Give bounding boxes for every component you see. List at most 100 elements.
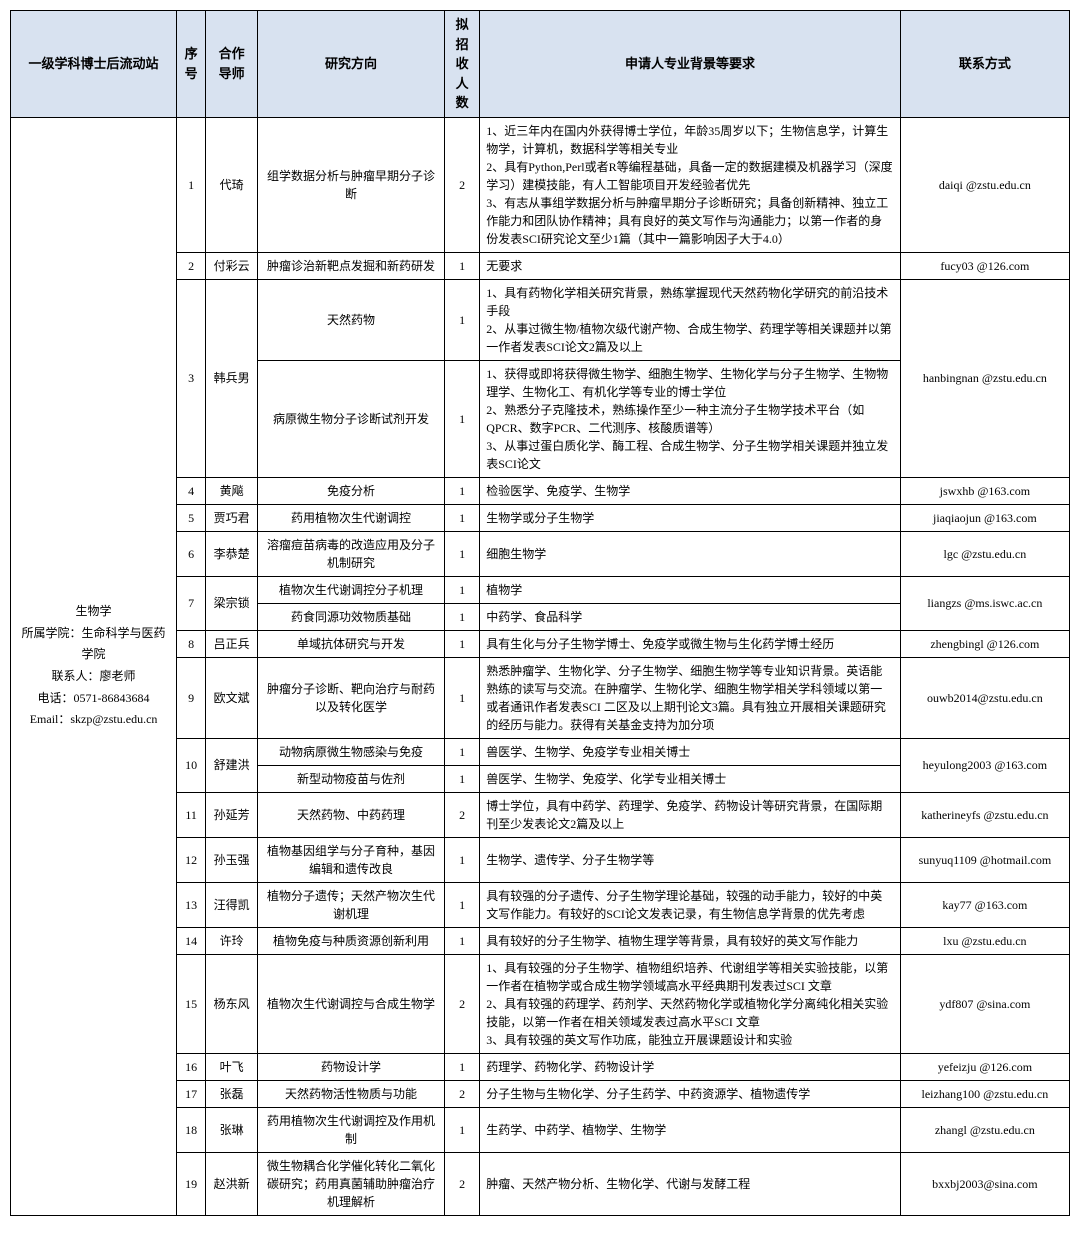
direction-cell: 免疫分析 bbox=[258, 477, 445, 504]
header-contact: 联系方式 bbox=[900, 11, 1069, 118]
station-phone: 电话：0571-86843684 bbox=[38, 691, 150, 705]
direction-cell: 肿瘤分子诊断、靶向治疗与耐药以及转化医学 bbox=[258, 657, 445, 738]
contact-cell: ydf807 @sina.com bbox=[900, 954, 1069, 1053]
req-cell: 生药学、中药学、植物学、生物学 bbox=[480, 1107, 900, 1152]
req-cell: 1、具有较强的分子生物学、植物组织培养、代谢组学等相关实验技能，以第一作者在植物… bbox=[480, 954, 900, 1053]
direction-cell: 药物设计学 bbox=[258, 1053, 445, 1080]
req-cell: 中药学、食品科学 bbox=[480, 603, 900, 630]
direction-cell: 溶瘤痘苗病毒的改造应用及分子机制研究 bbox=[258, 531, 445, 576]
contact-cell: daiqi @zstu.edu.cn bbox=[900, 117, 1069, 252]
seq-cell: 13 bbox=[177, 882, 206, 927]
count-cell: 2 bbox=[444, 792, 479, 837]
advisor-cell: 韩兵男 bbox=[206, 279, 258, 477]
count-cell: 1 bbox=[444, 576, 479, 603]
count-cell: 2 bbox=[444, 117, 479, 252]
station-dept: 所属学院：生命科学与医药学院 bbox=[22, 626, 166, 662]
seq-cell: 15 bbox=[177, 954, 206, 1053]
count-cell: 1 bbox=[444, 603, 479, 630]
req-cell: 检验医学、免疫学、生物学 bbox=[480, 477, 900, 504]
seq-cell: 4 bbox=[177, 477, 206, 504]
direction-cell: 药用植物次生代谢调控 bbox=[258, 504, 445, 531]
advisor-cell: 许玲 bbox=[206, 927, 258, 954]
count-cell: 1 bbox=[444, 882, 479, 927]
req-cell: 1、获得或即将获得微生物学、细胞生物学、生物化学与分子生物学、生物物理学、生物化… bbox=[480, 360, 900, 477]
count-cell: 1 bbox=[444, 657, 479, 738]
count-cell: 2 bbox=[444, 1152, 479, 1215]
advisor-cell: 黄飚 bbox=[206, 477, 258, 504]
direction-cell: 天然药物 bbox=[258, 279, 445, 360]
contact-cell: heyulong2003 @163.com bbox=[900, 738, 1069, 792]
header-count: 拟招收人数 bbox=[444, 11, 479, 118]
seq-cell: 10 bbox=[177, 738, 206, 792]
seq-cell: 7 bbox=[177, 576, 206, 630]
seq-cell: 16 bbox=[177, 1053, 206, 1080]
req-cell: 植物学 bbox=[480, 576, 900, 603]
req-cell: 无要求 bbox=[480, 252, 900, 279]
contact-cell: hanbingnan @zstu.edu.cn bbox=[900, 279, 1069, 477]
req-cell: 具有生化与分子生物学博士、免疫学或微生物与生化药学博士经历 bbox=[480, 630, 900, 657]
direction-cell: 微生物耦合化学催化转化二氧化碳研究；药用真菌辅助肿瘤治疗机理解析 bbox=[258, 1152, 445, 1215]
req-cell: 博士学位，具有中药学、药理学、免疫学、药物设计等研究背景，在国际期刊至少发表论文… bbox=[480, 792, 900, 837]
header-requirements: 申请人专业背景等要求 bbox=[480, 11, 900, 118]
req-cell: 具有较强的分子遗传、分子生物学理论基础，较强的动手能力，较好的中英文写作能力。有… bbox=[480, 882, 900, 927]
req-cell: 1、具有药物化学相关研究背景，熟练掌握现代天然药物化学研究的前沿技术手段2、从事… bbox=[480, 279, 900, 360]
direction-cell: 药用植物次生代谢调控及作用机制 bbox=[258, 1107, 445, 1152]
advisor-cell: 吕正兵 bbox=[206, 630, 258, 657]
contact-cell: ouwb2014@zstu.edu.cn bbox=[900, 657, 1069, 738]
count-cell: 1 bbox=[444, 738, 479, 765]
direction-cell: 单域抗体研究与开发 bbox=[258, 630, 445, 657]
advisor-cell: 孙玉强 bbox=[206, 837, 258, 882]
direction-cell: 天然药物活性物质与功能 bbox=[258, 1080, 445, 1107]
advisor-cell: 杨东风 bbox=[206, 954, 258, 1053]
station-name: 生物学 bbox=[76, 604, 112, 618]
contact-cell: zhangl @zstu.edu.cn bbox=[900, 1107, 1069, 1152]
direction-cell: 植物基因组学与分子育种，基因编辑和遗传改良 bbox=[258, 837, 445, 882]
seq-cell: 19 bbox=[177, 1152, 206, 1215]
advisor-cell: 李恭楚 bbox=[206, 531, 258, 576]
contact-cell: jswxhb @163.com bbox=[900, 477, 1069, 504]
contact-cell: bxxbj2003@sina.com bbox=[900, 1152, 1069, 1215]
header-direction: 研究方向 bbox=[258, 11, 445, 118]
advisor-cell: 舒建洪 bbox=[206, 738, 258, 792]
direction-cell: 天然药物、中药药理 bbox=[258, 792, 445, 837]
contact-cell: sunyuq1109 @hotmail.com bbox=[900, 837, 1069, 882]
advisor-cell: 贾巧君 bbox=[206, 504, 258, 531]
direction-cell: 病原微生物分子诊断试剂开发 bbox=[258, 360, 445, 477]
seq-cell: 17 bbox=[177, 1080, 206, 1107]
direction-cell: 药食同源功效物质基础 bbox=[258, 603, 445, 630]
req-cell: 分子生物与生物化学、分子生药学、中药资源学、植物遗传学 bbox=[480, 1080, 900, 1107]
advisor-cell: 叶飞 bbox=[206, 1053, 258, 1080]
contact-cell: lxu @zstu.edu.cn bbox=[900, 927, 1069, 954]
direction-cell: 新型动物疫苗与佐剂 bbox=[258, 765, 445, 792]
direction-cell: 植物免疫与种质资源创新利用 bbox=[258, 927, 445, 954]
contact-cell: fucy03 @126.com bbox=[900, 252, 1069, 279]
seq-cell: 11 bbox=[177, 792, 206, 837]
seq-cell: 3 bbox=[177, 279, 206, 477]
direction-cell: 植物分子遗传；天然产物次生代谢机理 bbox=[258, 882, 445, 927]
direction-cell: 动物病原微生物感染与免疫 bbox=[258, 738, 445, 765]
count-cell: 1 bbox=[444, 1107, 479, 1152]
count-cell: 1 bbox=[444, 504, 479, 531]
direction-cell: 肿瘤诊治新靶点发掘和新药研发 bbox=[258, 252, 445, 279]
header-row: 一级学科博士后流动站 序号 合作导师 研究方向 拟招收人数 申请人专业背景等要求… bbox=[11, 11, 1070, 118]
req-cell: 生物学、遗传学、分子生物学等 bbox=[480, 837, 900, 882]
count-cell: 1 bbox=[444, 360, 479, 477]
req-cell: 药理学、药物化学、药物设计学 bbox=[480, 1053, 900, 1080]
contact-cell: zhengbingl @126.com bbox=[900, 630, 1069, 657]
direction-cell: 植物次生代谢调控与合成生物学 bbox=[258, 954, 445, 1053]
station-contact-person: 联系人：廖老师 bbox=[52, 669, 136, 683]
advisor-cell: 张琳 bbox=[206, 1107, 258, 1152]
contact-cell: kay77 @163.com bbox=[900, 882, 1069, 927]
count-cell: 1 bbox=[444, 927, 479, 954]
req-cell: 兽医学、生物学、免疫学、化学专业相关博士 bbox=[480, 765, 900, 792]
advisor-cell: 梁宗锁 bbox=[206, 576, 258, 630]
req-cell: 细胞生物学 bbox=[480, 531, 900, 576]
advisor-cell: 孙延芳 bbox=[206, 792, 258, 837]
station-cell: 生物学 所属学院：生命科学与医药学院 联系人：廖老师 电话：0571-86843… bbox=[11, 117, 177, 1215]
header-station: 一级学科博士后流动站 bbox=[11, 11, 177, 118]
seq-cell: 5 bbox=[177, 504, 206, 531]
count-cell: 1 bbox=[444, 630, 479, 657]
advisor-cell: 付彩云 bbox=[206, 252, 258, 279]
count-cell: 2 bbox=[444, 954, 479, 1053]
contact-cell: liangzs @ms.iswc.ac.cn bbox=[900, 576, 1069, 630]
